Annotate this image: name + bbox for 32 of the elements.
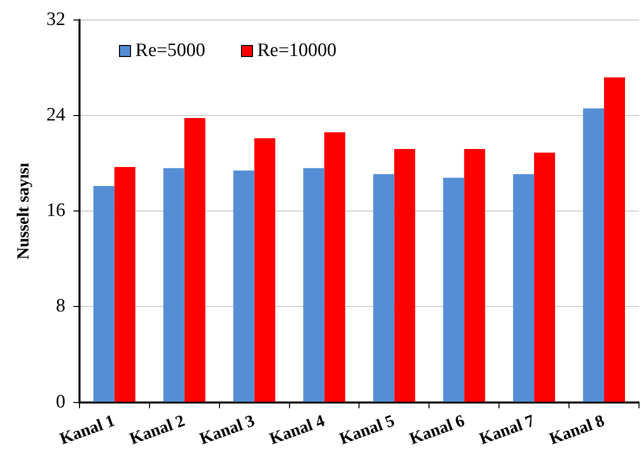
bar — [604, 77, 626, 402]
bar — [233, 170, 254, 402]
x-tick-label: Kanal 1 — [57, 410, 118, 448]
legend-label: Re=5000 — [135, 40, 206, 62]
x-tick-label: Kanal 5 — [336, 410, 398, 448]
x-tick-label: Kanal 8 — [546, 410, 607, 448]
x-tick-label: Kanal 6 — [406, 410, 467, 448]
x-tick-label: Kanal 4 — [266, 410, 328, 448]
legend-label: Re=10000 — [257, 40, 337, 62]
bar — [583, 108, 604, 402]
bar — [464, 149, 486, 402]
bar — [114, 166, 136, 402]
bar — [373, 174, 394, 402]
bar — [163, 168, 184, 402]
bar — [254, 138, 276, 402]
y-axis-title: Nusselt sayısı — [14, 162, 33, 260]
y-tick-label: 16 — [46, 200, 66, 222]
bar — [513, 174, 534, 402]
y-tick-label: 24 — [46, 104, 66, 126]
y-tick-label: 0 — [56, 391, 66, 412]
bar — [324, 132, 346, 402]
y-tick-label: 8 — [56, 296, 66, 317]
bar — [394, 149, 416, 402]
bar — [534, 152, 556, 402]
bar — [93, 186, 114, 402]
y-tick-label: 32 — [46, 8, 66, 30]
bar — [443, 178, 464, 402]
bar — [303, 168, 324, 402]
x-tick-label: Kanal 2 — [127, 410, 188, 448]
x-tick-label: Kanal 7 — [476, 410, 538, 448]
x-tick-label: Kanal 3 — [196, 410, 258, 448]
bar — [184, 118, 206, 402]
